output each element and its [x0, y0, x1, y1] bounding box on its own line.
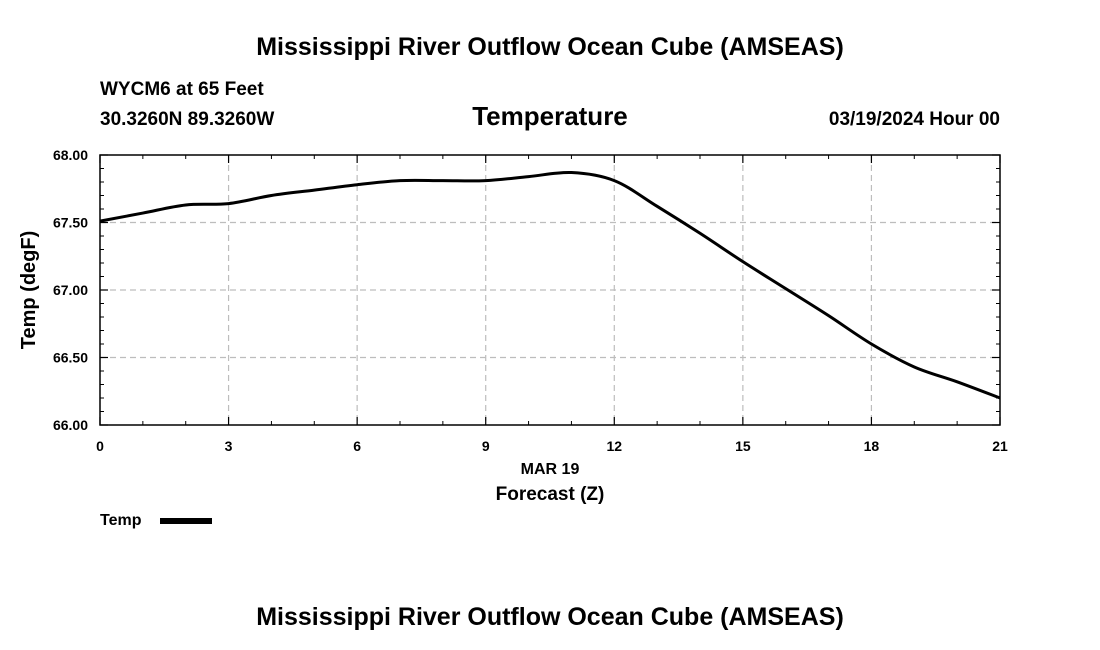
x-tick-label: 9 [482, 438, 490, 454]
series-layer [99, 170, 1001, 400]
y-tick-label: 66.00 [53, 417, 88, 433]
footer-title: Mississippi River Outflow Ocean Cube (AM… [256, 603, 844, 631]
temp-series-line [99, 170, 1001, 400]
x-axis-label: Forecast (Z) [496, 484, 605, 505]
y-tick-label: 68.00 [53, 147, 88, 163]
x-tick-label: 18 [864, 438, 880, 454]
x-tick-label: 3 [225, 438, 233, 454]
panel-title: Temperature [472, 101, 628, 131]
y-axis-label: Temp (degF) [18, 231, 40, 350]
grid-lines [100, 155, 1000, 425]
x-tick-label: 6 [353, 438, 361, 454]
x-tick-label: 0 [96, 438, 104, 454]
station-coords: 30.3260N 89.3260W [100, 109, 274, 130]
station-label: WYCM6 at 65 Feet [100, 79, 264, 100]
forecast-datetime: 03/19/2024 Hour 00 [829, 109, 1000, 130]
tick-labels: 0 3 6 9 12 15 18 21 66.00 66.50 67.00 67.50 68.00 [53, 147, 1008, 454]
y-tick-label: 67.00 [53, 282, 88, 298]
x-tick-label: 15 [735, 438, 751, 454]
x-axis-date-label: MAR 19 [521, 461, 580, 478]
x-tick-label: 21 [992, 438, 1008, 454]
legend-label: Temp [100, 512, 142, 529]
chart-title: Mississippi River Outflow Ocean Cube (AM… [256, 33, 844, 61]
y-tick-label: 66.50 [53, 350, 88, 366]
y-tick-label: 67.50 [53, 215, 88, 231]
x-tick-label: 12 [606, 438, 622, 454]
plot-frame [99, 154, 1001, 426]
